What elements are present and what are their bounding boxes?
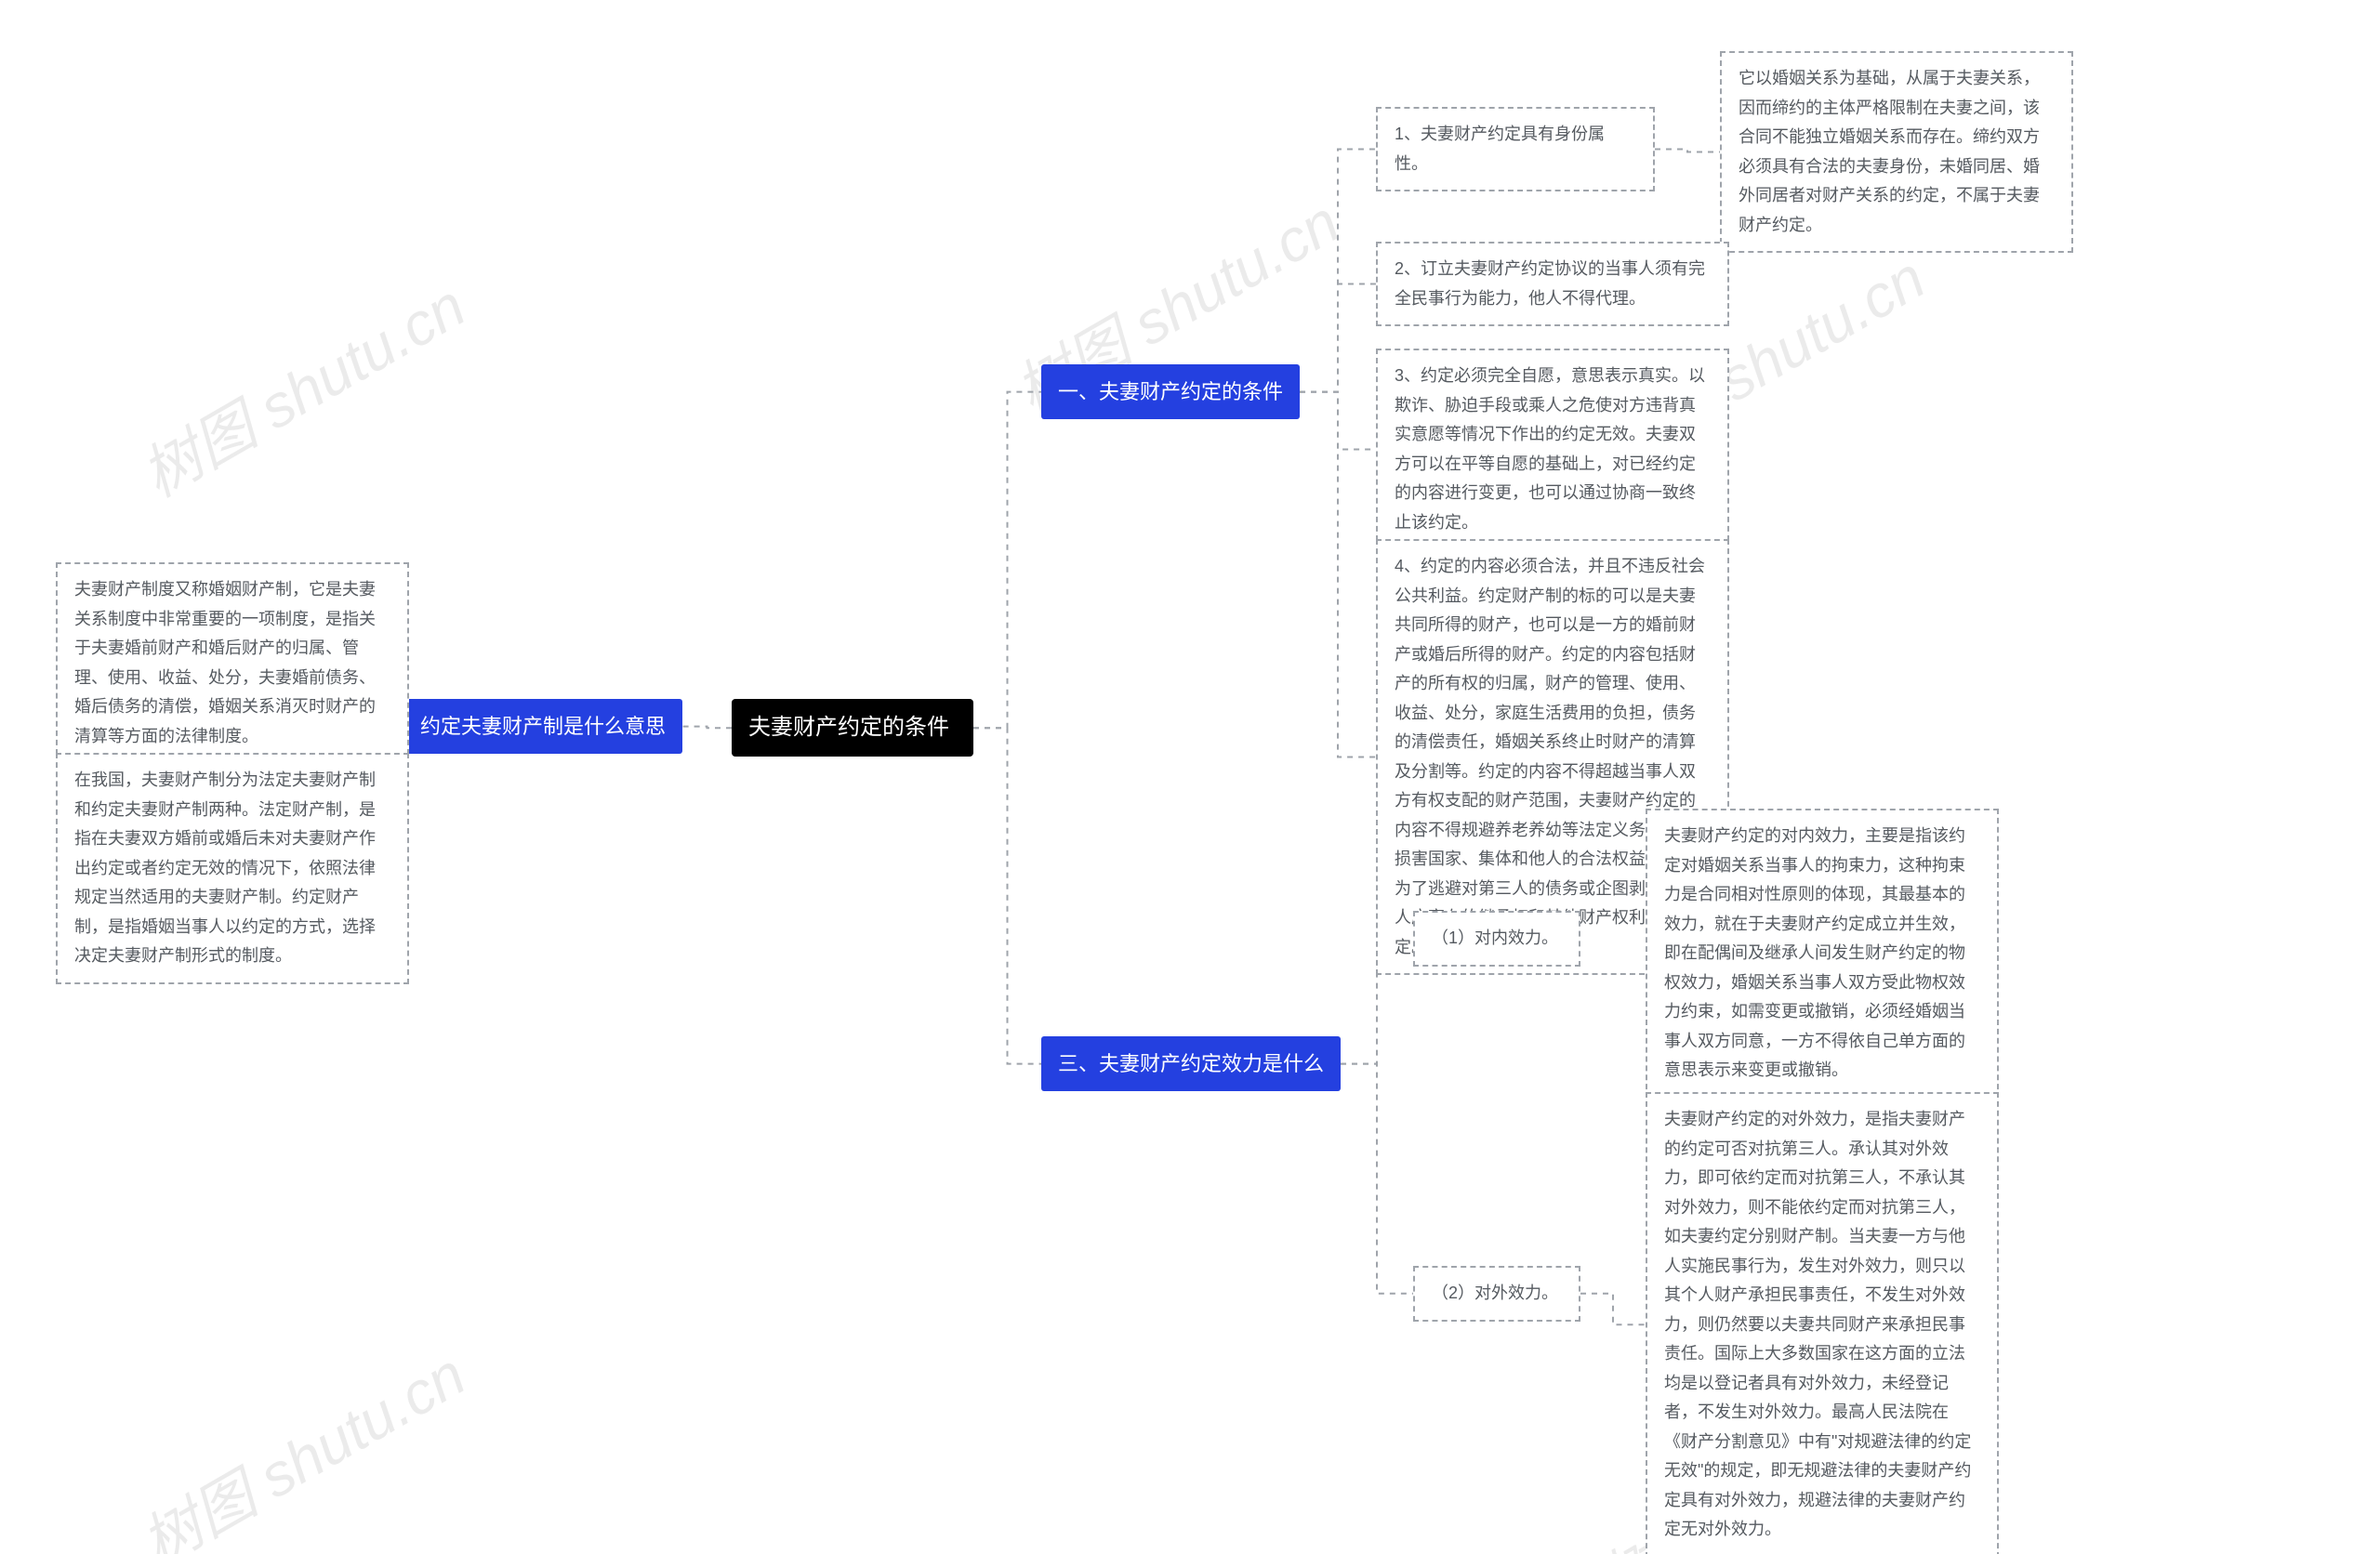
watermark: 树图 shutu.cn xyxy=(124,259,479,514)
leaf-effect-external: （2）对外效力。 xyxy=(1413,1266,1580,1322)
branch-meaning[interactable]: 二、约定夫妻财产制是什么意思 xyxy=(363,699,682,754)
leaf-effect-external-detail: 夫妻财产约定的对外效力，是指夫妻财产的约定可否对抗第三人。承认其对外效力，即可依… xyxy=(1646,1092,1999,1554)
leaf-cond-3: 3、约定必须完全自愿，意思表示真实。以欺诈、胁迫手段或乘人之危使对方违背真实意愿… xyxy=(1376,349,1729,550)
leaf-meaning-1: 夫妻财产制度又称婚姻财产制，它是夫妻关系制度中非常重要的一项制度，是指关于夫妻婚… xyxy=(56,562,409,764)
leaf-cond-2: 2、订立夫妻财产约定协议的当事人须有完全民事行为能力，他人不得代理。 xyxy=(1376,242,1729,326)
leaf-meaning-2: 在我国，夫妻财产制分为法定夫妻财产制和约定夫妻财产制两种。法定财产制，是指在夫妻… xyxy=(56,753,409,984)
leaf-cond-1-detail: 它以婚姻关系为基础，从属于夫妻关系，因而缔约的主体严格限制在夫妻之间，该合同不能… xyxy=(1720,51,2073,253)
root-node[interactable]: 夫妻财产约定的条件 xyxy=(732,699,973,757)
leaf-effect-internal-detail: 夫妻财产约定的对内效力，主要是指该约定对婚姻关系当事人的拘束力，这种拘束力是合同… xyxy=(1646,809,1999,1099)
leaf-effect-internal: （1）对内效力。 xyxy=(1413,911,1580,967)
branch-effect[interactable]: 三、夫妻财产约定效力是什么 xyxy=(1041,1036,1341,1091)
leaf-cond-1: 1、夫妻财产约定具有身份属性。 xyxy=(1376,107,1655,191)
watermark: 树图 shutu.cn xyxy=(124,1328,479,1554)
branch-conditions[interactable]: 一、夫妻财产约定的条件 xyxy=(1041,364,1300,419)
